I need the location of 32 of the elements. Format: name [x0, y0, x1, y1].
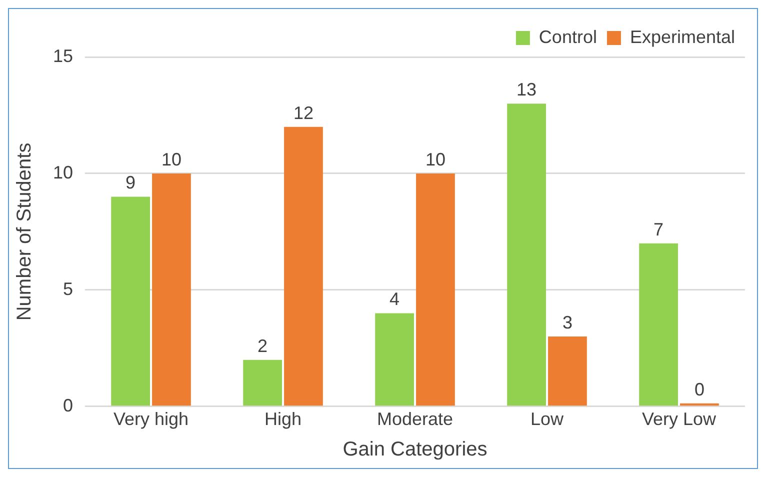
data-label: 9 — [126, 172, 136, 193]
data-label: 0 — [694, 379, 704, 400]
x-tick-label: Very Low — [642, 409, 718, 430]
data-label: 3 — [562, 312, 572, 332]
x-axis-title: Gain Categories — [342, 438, 488, 461]
x-tick-label: Moderate — [376, 409, 454, 430]
data-label: 10 — [161, 149, 182, 170]
y-tick-label: 10 — [52, 162, 74, 182]
y-tick-label: 0 — [63, 395, 74, 416]
data-label: 10 — [425, 149, 446, 170]
data-label: 12 — [293, 102, 314, 123]
data-label: 7 — [654, 219, 664, 240]
bar — [639, 243, 678, 406]
bar — [152, 173, 191, 406]
legend-label: Experimental — [630, 26, 735, 47]
y-axis-title: Number of Students — [14, 142, 36, 321]
y-tick-label: 15 — [52, 46, 74, 66]
bar — [507, 104, 546, 406]
data-label: 4 — [390, 289, 400, 310]
bar — [243, 360, 282, 406]
bar — [284, 126, 323, 406]
data-label: 2 — [258, 336, 268, 356]
bar — [375, 313, 414, 406]
legend-label: Control — [538, 26, 597, 47]
bar — [111, 196, 150, 406]
x-tick-label: Very high — [113, 409, 189, 430]
bar — [416, 173, 455, 406]
x-tick-label: Low — [530, 409, 565, 430]
x-tick-label: High — [264, 409, 302, 430]
y-tick-label: 5 — [63, 278, 74, 299]
data-label: 13 — [516, 80, 537, 100]
bar — [548, 336, 587, 406]
